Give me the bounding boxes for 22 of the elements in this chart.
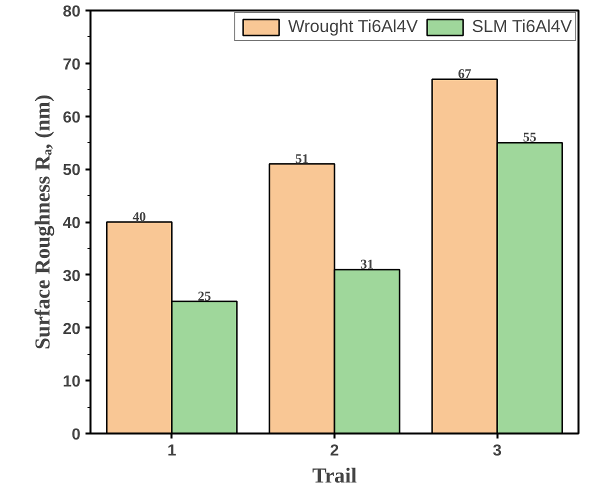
y-tick-label: 20 (62, 320, 81, 338)
y-tick-label: 10 (62, 374, 81, 391)
x-tick-label: 1 (167, 442, 176, 460)
data-label: 67 (458, 66, 472, 82)
data-label: 31 (360, 256, 374, 272)
y-axis-title: Surface Roughness Rₐ, (nm) (30, 94, 55, 350)
y-tick-label: 80 (62, 4, 81, 20)
legend-label: SLM Ti6Al4V (472, 16, 572, 37)
x-tick-label: 2 (330, 442, 340, 460)
y-tick-label: 50 (62, 162, 81, 180)
x-axis-title: Trail (312, 464, 357, 488)
data-label: 40 (132, 209, 146, 224)
x-tick-label: 3 (492, 442, 502, 460)
y-tick-label: 0 (72, 426, 81, 444)
data-label: 25 (198, 288, 212, 304)
legend-label: Wrought Ti6Al4V (288, 16, 418, 37)
y-tick-label: 70 (62, 56, 81, 74)
data-label: 51 (295, 150, 309, 166)
y-tick-label: 60 (62, 109, 81, 126)
data-label: 55 (523, 130, 537, 145)
y-tick-label: 30 (62, 268, 81, 285)
y-tick-label: 40 (62, 215, 81, 232)
